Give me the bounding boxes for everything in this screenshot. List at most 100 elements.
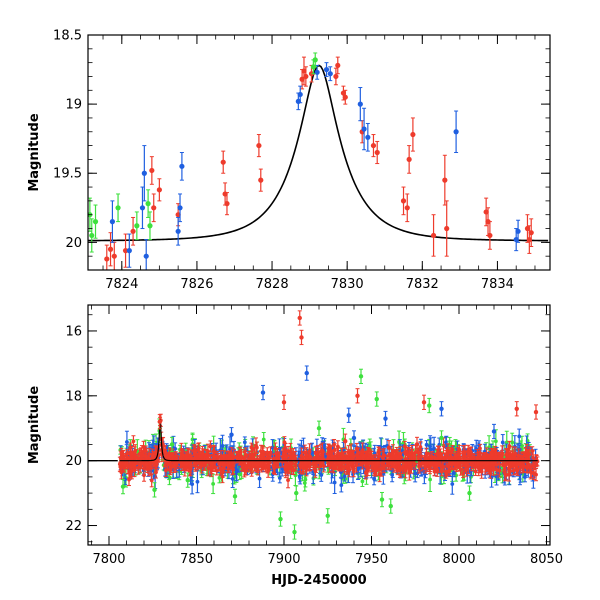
blue-data-point	[314, 69, 320, 75]
blue-data-point	[297, 91, 303, 98]
green-data-point	[237, 472, 242, 477]
red-data-point	[400, 465, 405, 470]
red-data-point	[224, 201, 230, 207]
red-data-point	[154, 470, 158, 475]
blue-data-point	[195, 479, 200, 484]
green-data-point	[145, 201, 151, 207]
blue-data-point	[319, 473, 324, 477]
red-data-point	[220, 159, 226, 165]
blue-data-point	[126, 248, 132, 254]
x-tick-label: 7828	[256, 277, 289, 292]
red-data-point	[370, 142, 377, 149]
blue-data-point	[173, 446, 178, 451]
red-data-point	[400, 198, 407, 204]
green-data-point	[92, 219, 99, 225]
blue-data-point	[357, 101, 363, 107]
red-data-point	[130, 228, 136, 234]
blue-data-point	[450, 482, 455, 486]
red-data-point	[444, 225, 450, 232]
x-tick-label: 7834	[481, 277, 514, 292]
red-data-point	[179, 447, 184, 452]
blue-data-point	[515, 228, 521, 234]
blue-data-point	[523, 475, 527, 479]
red-data-point	[156, 187, 162, 193]
blue-data-point	[339, 483, 344, 488]
red-data-point	[111, 253, 117, 259]
blue-data-point	[432, 446, 436, 451]
red-data-point	[430, 232, 437, 239]
red-data-point	[107, 246, 114, 252]
blue-data-point	[332, 480, 337, 485]
blue-data-point	[242, 440, 247, 445]
blue-data-point	[109, 219, 116, 225]
red-data-point	[256, 142, 262, 149]
blue-data-point	[234, 469, 239, 474]
blue-data-point	[257, 476, 262, 481]
red-data-point	[410, 131, 416, 138]
red-data-point	[214, 468, 219, 473]
red-data-point	[333, 73, 339, 80]
top-panel-zoom-light-curve: 7824 7826 7828 7830 7832 7834 18.5 19 19.5 20 Mag…	[27, 29, 551, 292]
red-data-point	[406, 156, 412, 163]
x-tick-label: 7824	[105, 277, 138, 292]
green-data-point	[261, 437, 266, 442]
green-data-point	[493, 439, 498, 444]
x-tick-label: 7832	[406, 277, 439, 292]
blue-data-point	[323, 66, 330, 73]
green-data-point	[134, 223, 140, 229]
blue-data-point	[327, 71, 333, 77]
red-data-point	[303, 73, 309, 80]
x-tick-label: 7830	[331, 277, 364, 292]
green-data-point	[115, 205, 121, 211]
green-data-point	[147, 223, 153, 229]
y-tick-label: 19.5	[53, 167, 82, 182]
blue-data-point	[277, 476, 282, 480]
top-panel-plot-area	[88, 52, 549, 270]
y-tick-label: 18.5	[53, 29, 82, 44]
red-data-point	[442, 177, 448, 183]
red-data-point	[507, 444, 512, 448]
blue-data-point	[500, 440, 505, 445]
top-panel-axes: 7824 7826 7828 7830 7832 7834 18.5 19 19.5 20	[53, 29, 550, 292]
red-data-point	[335, 62, 341, 69]
red-data-point	[104, 256, 110, 262]
blue-data-point	[143, 253, 149, 259]
blue-data-point	[365, 134, 371, 140]
blue-data-point	[361, 126, 367, 132]
green-data-point	[89, 232, 95, 239]
red-data-point	[122, 248, 129, 254]
red-data-point	[487, 232, 493, 239]
blue-data-point	[230, 476, 235, 481]
green-data-point	[217, 475, 222, 480]
red-data-point	[258, 177, 264, 183]
green-data-point	[428, 477, 432, 482]
top-panel-y-axis-label: Magnitude	[27, 113, 42, 192]
red-data-point	[149, 167, 155, 174]
blue-data-point	[342, 474, 347, 479]
y-tick-label: 19	[65, 98, 82, 113]
x-tick-label: 7826	[180, 277, 213, 292]
blue-data-point	[517, 434, 522, 439]
red-data-point	[151, 205, 157, 211]
green-data-point	[360, 479, 365, 484]
blue-data-point	[453, 129, 459, 135]
blue-data-point	[125, 440, 129, 444]
red-data-point	[374, 149, 380, 156]
blue-data-point	[177, 205, 183, 211]
green-data-point	[312, 57, 318, 63]
top-panel-frame	[87, 34, 551, 271]
blue-data-point	[424, 442, 429, 447]
red-data-point	[409, 465, 414, 469]
blue-data-point	[179, 163, 185, 169]
red-data-point	[342, 94, 348, 100]
blue-data-point	[428, 444, 433, 449]
red-data-point	[528, 230, 534, 236]
blue-data-point	[123, 477, 128, 482]
microlensing-model-curve	[88, 64, 549, 242]
blue-data-point	[139, 205, 146, 211]
blue-data-point	[428, 447, 433, 452]
blue-data-point	[175, 228, 181, 234]
red-data-point	[404, 205, 410, 211]
